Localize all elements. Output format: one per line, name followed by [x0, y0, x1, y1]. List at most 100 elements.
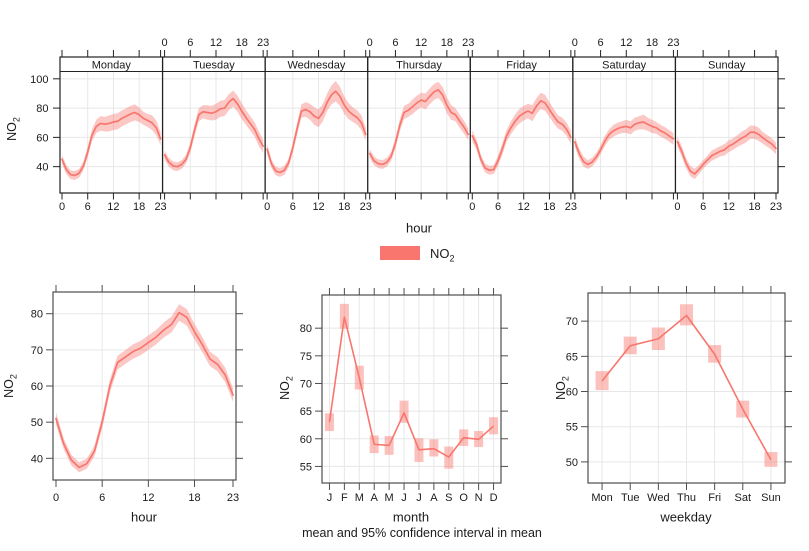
- y-tick-label: 65: [566, 351, 578, 363]
- data-line: [266, 90, 367, 174]
- confidence-ribbon: [62, 104, 161, 180]
- strip-label: Wednesday: [287, 60, 345, 72]
- bottom-tick-label: 6: [700, 201, 706, 213]
- x-tick-label: S: [445, 492, 452, 504]
- top-tick-label: 23: [667, 37, 679, 49]
- y-tick-label: 80: [36, 103, 48, 115]
- data-line: [574, 121, 675, 166]
- x-tick-label: O: [459, 492, 468, 504]
- x-tick-label: Sun: [761, 492, 781, 504]
- panel-frame: [321, 294, 502, 484]
- x-tick-label: J: [327, 492, 333, 504]
- confidence-ribbon: [472, 92, 571, 175]
- strip-label: Saturday: [602, 60, 647, 72]
- y-tick-label: 80: [31, 309, 43, 321]
- bottom-tick-label: 18: [543, 201, 555, 213]
- bottom-tick-label: 12: [518, 201, 530, 213]
- data-line: [328, 316, 495, 458]
- y-tick-label: 60: [300, 434, 312, 446]
- bottom-tick-label: 0: [674, 201, 680, 213]
- legend-swatch: [380, 246, 420, 260]
- x-tick-label: Fri: [708, 492, 721, 504]
- bottom-tick-label: 18: [133, 201, 145, 213]
- data-line: [368, 88, 470, 166]
- bottom-tick-label: 0: [59, 201, 65, 213]
- y-tick-label: 75: [300, 351, 312, 363]
- x-tick-label: N: [475, 492, 483, 504]
- y-tick-label: 60: [566, 387, 578, 399]
- y-tick-label: 70: [566, 316, 578, 328]
- strip-label: Thursday: [396, 60, 442, 72]
- bottom-tick-label: 23: [770, 201, 782, 213]
- pollutant-sub: 2: [449, 253, 455, 264]
- y-axis-label-weekday: NO2: [554, 376, 571, 400]
- y-tick-label: 40: [31, 453, 43, 465]
- top-tick-label: 18: [441, 37, 453, 49]
- confidence-ribbon: [267, 81, 366, 177]
- x-tick-label: Tue: [621, 492, 640, 504]
- footer-caption: mean and 95% confidence interval in mean: [302, 526, 542, 540]
- bottom-tick-label: 23: [360, 201, 372, 213]
- top-tick-label: 6: [392, 37, 398, 49]
- pollutant-sub: 2: [11, 117, 22, 123]
- bottom-tick-label: 23: [154, 201, 166, 213]
- top-tick-label: 18: [236, 37, 248, 49]
- top-tick-label: 0: [572, 37, 578, 49]
- confidence-box: [399, 400, 409, 423]
- y-tick-label: 50: [31, 417, 43, 429]
- top-x-axis-title: hour: [405, 220, 433, 236]
- x-tick-label: Thu: [677, 492, 696, 504]
- pollutant-name: NO: [430, 246, 450, 261]
- bottom-tick-label: 12: [723, 201, 735, 213]
- legend-label: NO2: [430, 246, 455, 264]
- y-tick-label: 55: [566, 422, 578, 434]
- bottom-tick-label: 0: [469, 201, 475, 213]
- top-tick-label: 12: [210, 37, 222, 49]
- y-tick-label: 50: [566, 457, 578, 469]
- y-tick-label: 80: [300, 323, 312, 335]
- y-tick-label: 60: [31, 381, 43, 393]
- y-tick-label: 40: [36, 162, 48, 174]
- pollutant-name: NO: [553, 381, 568, 400]
- y-tick-label: 70: [300, 378, 312, 390]
- weekday-panel: 50 55 60 65 70 Mon Tue Wed Thu Fri Sat Sun: [566, 286, 792, 504]
- x-tick-label: Sat: [735, 492, 752, 504]
- x-tick-label: J: [416, 492, 422, 504]
- strip-label: Sunday: [708, 60, 746, 72]
- x-tick-label: 12: [142, 492, 154, 504]
- x-tick-label: M: [355, 492, 364, 504]
- confidence-ribbon: [677, 125, 776, 180]
- pollutant-name: NO: [277, 381, 292, 400]
- confidence-ribbon: [369, 81, 469, 169]
- top-tick-label: 6: [187, 37, 193, 49]
- top-tick-label: 12: [415, 37, 427, 49]
- x-tick-label: 6: [99, 492, 105, 504]
- data-line: [676, 131, 777, 175]
- bottom-tick-label: 6: [290, 201, 296, 213]
- x-tick-label: A: [371, 492, 379, 504]
- bottom-tick-label: 18: [338, 201, 350, 213]
- bottom-tick-label: 18: [748, 201, 760, 213]
- y-tick-label: 65: [300, 406, 312, 418]
- y-tick-label: 60: [36, 132, 48, 144]
- pollutant-sub: 2: [284, 376, 295, 382]
- strip-label: Monday: [92, 60, 132, 72]
- panel-frame: [59, 56, 779, 194]
- hour-panel: 40 50 60 70 80 0 6 12 18 23: [31, 285, 243, 504]
- x-tick-label: 0: [53, 492, 59, 504]
- strip-label: Friday: [506, 60, 537, 72]
- confidence-box: [429, 439, 439, 457]
- x-tick-label: F: [341, 492, 348, 504]
- pollutant-name: NO: [1, 379, 16, 398]
- bottom-tick-label: 6: [495, 201, 501, 213]
- data-line: [61, 111, 162, 177]
- month-x-axis-title: month: [392, 509, 430, 525]
- y-axis-label-month: NO2: [278, 376, 295, 400]
- top-tick-label: 0: [162, 37, 168, 49]
- y-axis-label-top: NO2: [5, 117, 22, 141]
- confidence-box: [489, 417, 499, 435]
- x-tick-label: 18: [188, 492, 200, 504]
- bottom-tick-label: 12: [312, 201, 324, 213]
- bottom-tick-label: 0: [264, 201, 270, 213]
